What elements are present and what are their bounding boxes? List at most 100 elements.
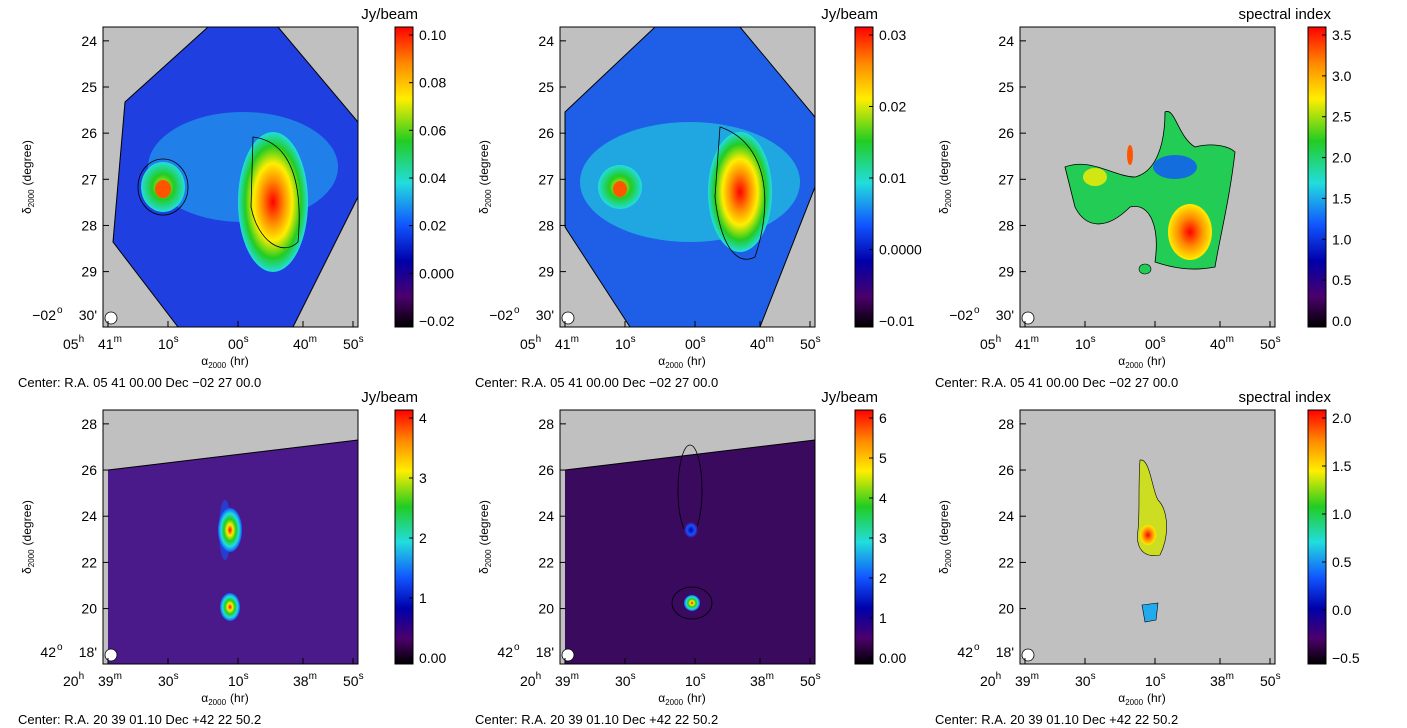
beam-marker	[104, 648, 118, 662]
colorbar-tick-label: 1.5	[1332, 458, 1352, 474]
y-axis-label: δ2000 (degree)	[477, 140, 493, 214]
x-tick-unit: m	[1226, 334, 1234, 345]
y-tick-label: 25	[998, 79, 1014, 95]
x-tick-label: 41m	[1015, 334, 1039, 352]
x-tick-unit: m	[309, 334, 317, 345]
beam-marker	[1021, 648, 1035, 662]
x-tick-unit: m	[571, 671, 579, 682]
beam-marker	[104, 311, 118, 325]
x-tick-label: 00s	[228, 334, 249, 352]
x-tick-unit: s	[816, 671, 821, 682]
colorbar-title: Jy/beam	[361, 6, 418, 23]
colorbar	[854, 409, 874, 665]
y-origin-degree: o	[57, 642, 63, 653]
x-tick-value: 00	[228, 336, 244, 352]
y-tick-label: 26	[538, 462, 554, 478]
y-tick-label: 26	[81, 462, 97, 478]
x-tick-value: 50	[343, 336, 359, 352]
x-tick-value: 00	[685, 336, 701, 352]
x-tick-unit: m	[114, 671, 122, 682]
center-coordinates: Center: R.A. 05 41 00.00 Dec −02 27 00.0	[475, 375, 718, 390]
x-tick-value: 30	[158, 673, 174, 689]
colorbar-tick-label: −0.01	[879, 313, 915, 329]
y-axis-subscript: 2000	[27, 189, 36, 207]
y-tick-label: 22	[81, 554, 97, 570]
x-tick-label: 10s	[1145, 671, 1166, 689]
x-tick-value: 39	[98, 673, 114, 689]
y-tick-label: 29	[81, 264, 97, 280]
plot-frame	[102, 409, 359, 665]
colorbar-title: Jy/beam	[821, 389, 878, 406]
colorbar-tick-label: 0.01	[879, 170, 906, 186]
y-tick-label: 27	[998, 171, 1014, 187]
colorbar-tick-label: 3	[419, 470, 427, 486]
colorbar-title: spectral index	[1238, 389, 1331, 406]
x-tick-unit: s	[359, 334, 364, 345]
y-origin-degree: o	[514, 305, 520, 316]
y-origin-degree: o	[974, 305, 980, 316]
x-tick-unit: h	[996, 334, 1002, 345]
x-tick-label: 39m	[555, 671, 579, 689]
x-tick-unit: m	[114, 334, 122, 345]
y-axis-unit: (degree)	[20, 500, 34, 545]
x-tick-label: 30s	[1075, 671, 1096, 689]
y-origin-minute: 30'	[996, 307, 1014, 323]
x-tick-unit: s	[174, 334, 179, 345]
x-tick-label: 41m	[555, 334, 579, 352]
y-origin-minute: 18'	[79, 644, 97, 660]
x-tick-label: 10s	[1075, 334, 1096, 352]
x-tick-value: 30	[615, 673, 631, 689]
x-tick-value: 41	[555, 336, 571, 352]
x-tick-unit: s	[174, 671, 179, 682]
x-tick-label: 00s	[685, 334, 706, 352]
y-axis-subscript: 2000	[484, 549, 493, 567]
x-tick-value: 10	[228, 673, 244, 689]
x-axis-symbol: α	[201, 691, 208, 705]
x-tick-unit: h	[536, 334, 542, 345]
y-tick-label: 28	[998, 416, 1014, 432]
y-axis-subscript: 2000	[484, 189, 493, 207]
x-tick-label: 38m	[293, 671, 317, 689]
x-tick-unit: s	[244, 671, 249, 682]
x-tick-value: 10	[615, 336, 631, 352]
x-tick-unit: s	[1161, 334, 1166, 345]
y-tick-label: 28	[81, 217, 97, 233]
x-axis-symbol: α	[658, 354, 665, 368]
y-axis-subscript: 2000	[27, 549, 36, 567]
y-tick-label: 28	[81, 416, 97, 432]
x-tick-value: 38	[750, 673, 766, 689]
plot-frame	[1019, 26, 1276, 328]
x-axis-unit: (hr)	[1147, 354, 1166, 368]
x-tick-value: 20	[980, 673, 996, 689]
colorbar-tick-label: 1.0	[1332, 506, 1352, 522]
colorbar-tick-label: 1.0	[1332, 231, 1352, 247]
x-tick-value: 41	[98, 336, 114, 352]
x-tick-value: 40	[1210, 336, 1226, 352]
y-tick-label: 24	[538, 508, 554, 524]
y-origin-degree: o	[57, 305, 63, 316]
map-boundary	[564, 439, 816, 471]
x-axis-label: α2000 (hr)	[1118, 354, 1165, 370]
y-origin-minute: 18'	[996, 644, 1014, 660]
source	[684, 522, 698, 538]
y-tick-label: 20	[81, 601, 97, 617]
x-tick-unit: s	[359, 671, 364, 682]
y-axis-unit: (degree)	[477, 500, 491, 545]
x-axis-symbol: α	[1118, 354, 1125, 368]
x-tick-label: 30s	[615, 671, 636, 689]
x-tick-value: 05	[63, 336, 79, 352]
spectral-warm-region	[1083, 168, 1107, 186]
y-axis-symbol: δ	[937, 567, 951, 574]
colorbar-tick-label: 0.04	[419, 170, 446, 186]
y-tick-label: 25	[538, 79, 554, 95]
colorbar-tick-label: 1	[419, 590, 427, 606]
colorbar-tick-label: 2.0	[1332, 410, 1352, 426]
x-axis-subscript: 2000	[665, 698, 683, 707]
x-tick-label: 10s	[685, 671, 706, 689]
colorbar-tick-label: 0.0	[1332, 602, 1352, 618]
x-axis-unit: (hr)	[687, 354, 706, 368]
x-tick-unit: h	[79, 334, 85, 345]
